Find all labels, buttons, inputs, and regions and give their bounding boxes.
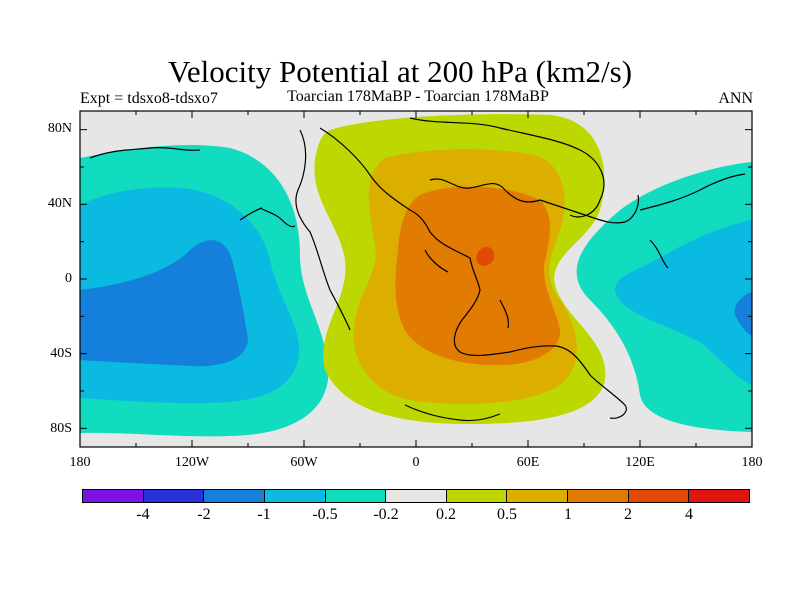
east-contour-neg-0.5 — [615, 220, 752, 385]
colorbar-box-8 — [507, 490, 569, 502]
lon-label-0: 0 — [412, 455, 420, 470]
colorbar-box-1 — [83, 490, 144, 502]
colorbar — [82, 489, 750, 503]
lat-label-equator: 0 — [65, 271, 72, 286]
lon-label-60w: 60W — [290, 455, 318, 470]
map-field — [80, 111, 752, 447]
colorbar-label: -0.5 — [312, 506, 338, 523]
colorbar-label: 4 — [685, 506, 693, 523]
lat-label-80n: 80N — [47, 121, 72, 136]
experiment-label: Expt = tdsxo8-tdsxo7 — [80, 90, 218, 107]
colorbar-label: -2 — [197, 506, 211, 523]
colorbar-label: 1 — [564, 506, 572, 523]
colorbar-box-9 — [568, 490, 629, 502]
lon-label-180w: 180 — [69, 455, 91, 470]
colorbar-box-5 — [325, 490, 387, 502]
lat-label-40n: 40N — [47, 196, 72, 211]
colorbar-box-10 — [628, 490, 690, 502]
axis-ticks — [79, 111, 753, 447]
colorbar-box-4 — [264, 490, 326, 502]
map-title: Velocity Potential at 200 hPa (km2/s) — [167, 54, 633, 89]
paleo-coastlines — [89, 117, 746, 422]
central-contour-pos-2 — [476, 246, 495, 266]
colorbar-box-3 — [204, 490, 265, 502]
colorbar-label: 0.2 — [436, 506, 456, 523]
central-contour-pos-1 — [395, 186, 561, 366]
colorbar-label: 0.5 — [497, 506, 517, 523]
colorbar-box-11 — [689, 490, 750, 502]
colorbar-label: -0.2 — [373, 506, 399, 523]
season-label: ANN — [718, 90, 753, 107]
lon-label-60e: 60E — [516, 455, 540, 470]
west-contour-neg-1 — [80, 240, 248, 367]
colorbar-box-6 — [386, 490, 447, 502]
lon-label-120w: 120W — [174, 455, 210, 470]
colorbar-box-2 — [143, 490, 205, 502]
east-contour-neg-1 — [734, 292, 752, 336]
period-label: Toarcian 178MaBP - Toarcian 178MaBP — [287, 88, 549, 105]
colorbar-label: 2 — [624, 506, 632, 523]
colorbar-box-7 — [446, 490, 508, 502]
lon-label-120e: 120E — [625, 455, 655, 470]
colorbar-label: -1 — [257, 506, 271, 523]
lon-label-180e: 180 — [741, 455, 763, 470]
lat-label-40s: 40S — [50, 346, 72, 361]
colorbar-label: -4 — [136, 506, 150, 523]
lat-label-80s: 80S — [50, 421, 72, 436]
